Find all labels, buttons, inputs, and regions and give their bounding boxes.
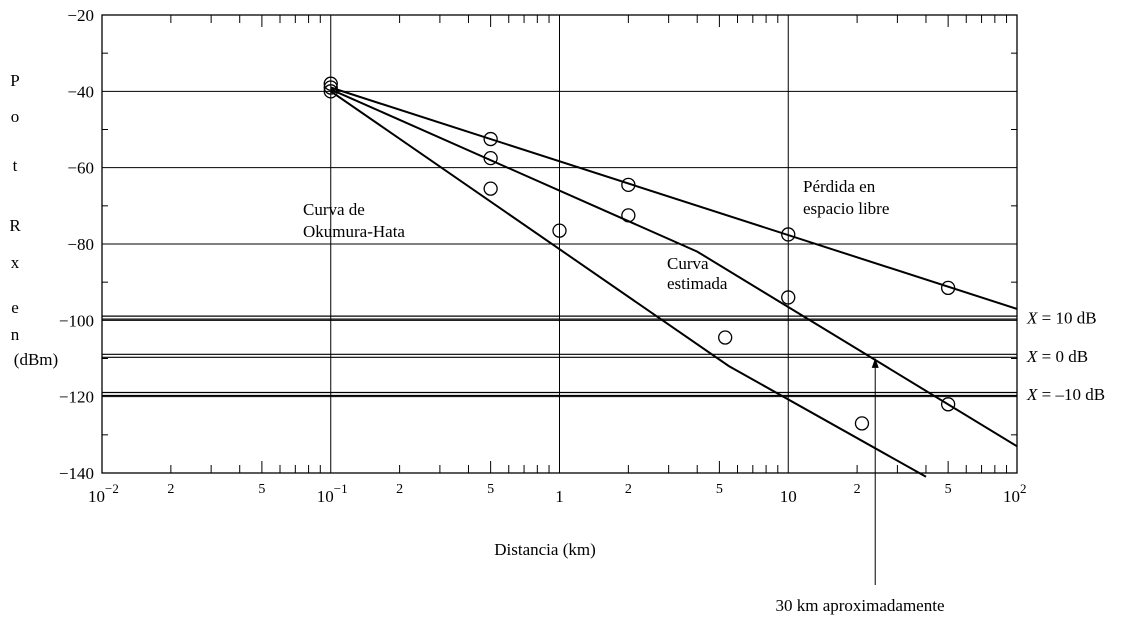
x-tick-label: 10−1 (317, 481, 348, 506)
y-tick-label: −60 (67, 159, 94, 178)
free-space-label: Pérdida en (803, 177, 876, 196)
data-point-marker (552, 223, 567, 238)
data-point-marker (621, 177, 636, 192)
free-space-label: espacio libre (803, 199, 889, 218)
x-minor-tick-label: 2 (854, 482, 861, 497)
data-point-marker (483, 150, 498, 166)
x-minor-tick-label: 2 (167, 482, 174, 497)
x-minor-tick-label: 5 (945, 482, 952, 497)
data-point-marker (483, 181, 498, 196)
arrow-label: 30 km aproximadamente (775, 596, 944, 615)
y-axis-unit: (dBm) (14, 350, 58, 369)
labels: Pérdida en espacio libre Curva de Okumura-H… (9, 71, 944, 615)
x-minor-tick-label: 2 (396, 482, 403, 497)
x-axis-label: Distancia (km) (494, 540, 596, 559)
arrow-head (871, 357, 879, 368)
threshold-lines: X = 10 dB X = 0 dB X = –10 dB (102, 309, 1105, 404)
data-point-marker (621, 208, 636, 223)
data-point-marker (483, 131, 498, 147)
y-tick-label: −20 (67, 6, 94, 25)
okumura-label: Okumura-Hata (303, 222, 405, 241)
data-point-marker (781, 290, 796, 305)
threshold-label: X = –10 dB (1026, 385, 1105, 404)
x-tick-label: 10 (780, 487, 797, 506)
x-minor-tick-label: 5 (487, 482, 494, 497)
x-minor-tick-label: 5 (258, 482, 265, 497)
grid (101, 14, 1018, 474)
y-tick-label: −100 (59, 311, 94, 330)
y-axis-label-char: R (9, 216, 21, 235)
data-point-marker (854, 416, 870, 431)
data-point-marker (940, 397, 956, 412)
y-tick-label: −120 (59, 388, 94, 407)
y-axis-label-char: o (11, 107, 20, 126)
series-line (330, 88, 1018, 448)
x-tick-label: 10−2 (88, 481, 119, 506)
data-point-marker (323, 80, 338, 95)
y-tick-label: −40 (67, 82, 94, 101)
plot-frame (101, 14, 1018, 474)
y-tick-label: −80 (67, 235, 94, 254)
estimated-label: Curva (667, 254, 709, 273)
estimated-label: estimada (667, 274, 728, 293)
threshold-label: X = 0 dB (1026, 347, 1088, 366)
y-axis-label-char: x (11, 253, 20, 272)
series-line (330, 90, 927, 478)
y-axis-label-char: e (11, 298, 19, 317)
y-tick-label: −140 (59, 464, 94, 483)
threshold-label: X = 10 dB (1026, 309, 1097, 328)
x-tick-label: 102 (1003, 481, 1027, 506)
x-minor-tick-label: 5 (716, 482, 723, 497)
series-line (330, 86, 1018, 310)
x-tick-label: 1 (555, 487, 564, 506)
data-point-marker (323, 84, 338, 99)
x-minor-tick-label: 2 (625, 482, 632, 497)
series-group (323, 76, 1018, 478)
y-axis-label-char: t (13, 156, 18, 175)
y-axis-label-char: P (10, 71, 19, 90)
okumura-label: Curva de (303, 200, 365, 219)
data-point-marker (940, 280, 956, 296)
data-point-marker (718, 330, 733, 345)
data-point-marker (781, 227, 796, 242)
y-axis-label-char: n (11, 325, 20, 344)
